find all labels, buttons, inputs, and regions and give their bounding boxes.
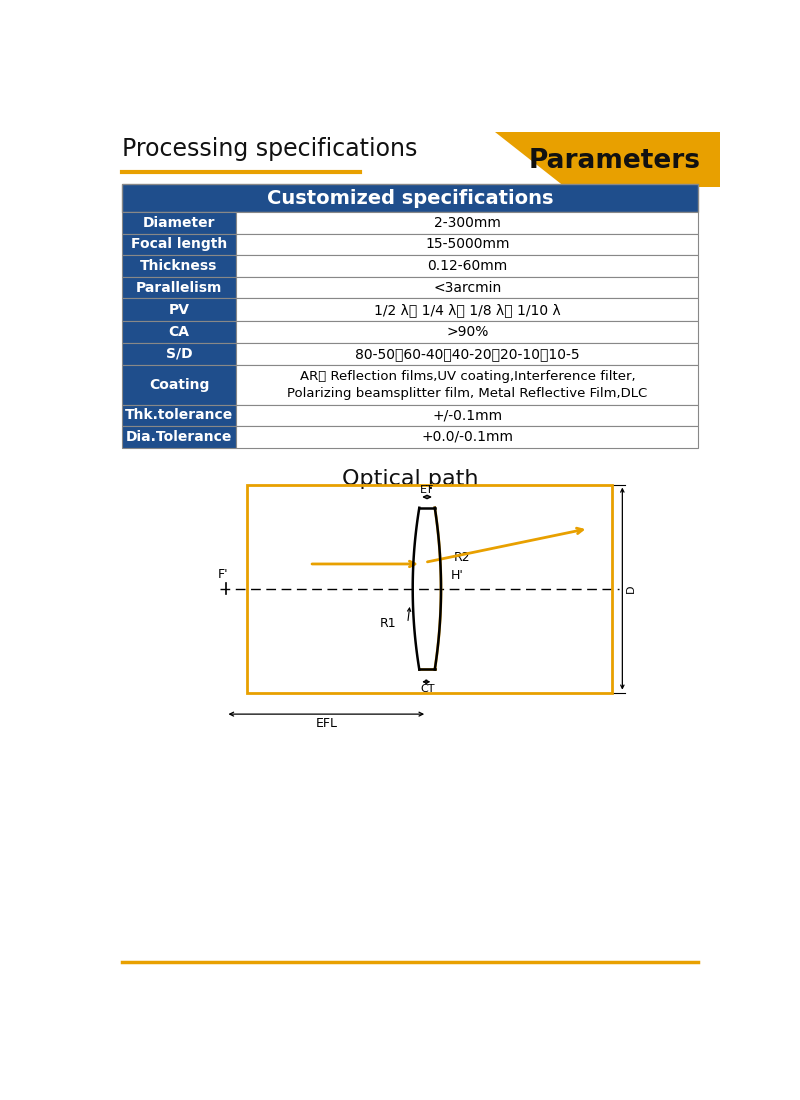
Text: 0.12-60mm: 0.12-60mm [427, 258, 507, 273]
Text: H': H' [451, 569, 464, 582]
Polygon shape [495, 132, 720, 187]
Text: 1/2 λ、 1/4 λ、 1/8 λ、 1/10 λ: 1/2 λ、 1/4 λ、 1/8 λ、 1/10 λ [374, 302, 561, 317]
FancyBboxPatch shape [237, 212, 698, 233]
Text: Focal length: Focal length [131, 238, 227, 252]
Text: R2: R2 [454, 551, 470, 564]
Text: Customized specifications: Customized specifications [266, 189, 554, 208]
Text: AR、 Reflection films,UV coating,Interference filter,
Polarizing beamsplitter fil: AR、 Reflection films,UV coating,Interfer… [287, 370, 647, 399]
Text: Optical path: Optical path [342, 470, 478, 490]
Text: 2-300mm: 2-300mm [434, 216, 501, 230]
Text: <3arcmin: <3arcmin [434, 280, 502, 295]
FancyBboxPatch shape [237, 255, 698, 277]
FancyBboxPatch shape [122, 321, 237, 343]
Text: Parallelism: Parallelism [136, 280, 222, 295]
FancyBboxPatch shape [122, 233, 237, 255]
Text: Diameter: Diameter [143, 216, 215, 230]
Text: S/D: S/D [166, 346, 192, 361]
Text: PV: PV [169, 302, 190, 317]
FancyBboxPatch shape [122, 255, 237, 277]
FancyBboxPatch shape [237, 233, 698, 255]
FancyBboxPatch shape [122, 212, 237, 233]
Text: 80-50、60-40、40-20、20-10、10-5: 80-50、60-40、40-20、20-10、10-5 [355, 346, 580, 361]
FancyBboxPatch shape [122, 277, 237, 298]
FancyBboxPatch shape [237, 321, 698, 343]
Text: Parameters: Parameters [529, 148, 701, 174]
Text: D: D [626, 584, 636, 593]
FancyBboxPatch shape [237, 277, 698, 298]
FancyBboxPatch shape [122, 426, 237, 448]
Text: +/-0.1mm: +/-0.1mm [432, 408, 502, 422]
Text: Thickness: Thickness [140, 258, 218, 273]
Text: EFL: EFL [315, 717, 338, 730]
Text: ET: ET [420, 485, 434, 495]
FancyBboxPatch shape [122, 405, 237, 426]
FancyBboxPatch shape [237, 298, 698, 321]
Text: Thk.tolerance: Thk.tolerance [125, 408, 233, 422]
FancyBboxPatch shape [122, 343, 237, 364]
Text: Processing specifications: Processing specifications [122, 138, 417, 162]
FancyBboxPatch shape [237, 405, 698, 426]
Text: Dia.Tolerance: Dia.Tolerance [126, 430, 232, 444]
Text: R1: R1 [380, 617, 397, 630]
FancyBboxPatch shape [237, 426, 698, 448]
FancyBboxPatch shape [237, 364, 698, 405]
FancyBboxPatch shape [122, 185, 698, 212]
Text: CT: CT [421, 684, 435, 694]
Text: CA: CA [169, 326, 190, 339]
FancyBboxPatch shape [122, 298, 237, 321]
FancyBboxPatch shape [237, 343, 698, 364]
Text: +0.0/-0.1mm: +0.0/-0.1mm [422, 430, 514, 444]
FancyBboxPatch shape [122, 364, 237, 405]
Text: F': F' [218, 568, 229, 581]
Text: >90%: >90% [446, 326, 489, 339]
Text: 15-5000mm: 15-5000mm [425, 238, 510, 252]
Text: Coating: Coating [149, 377, 210, 392]
